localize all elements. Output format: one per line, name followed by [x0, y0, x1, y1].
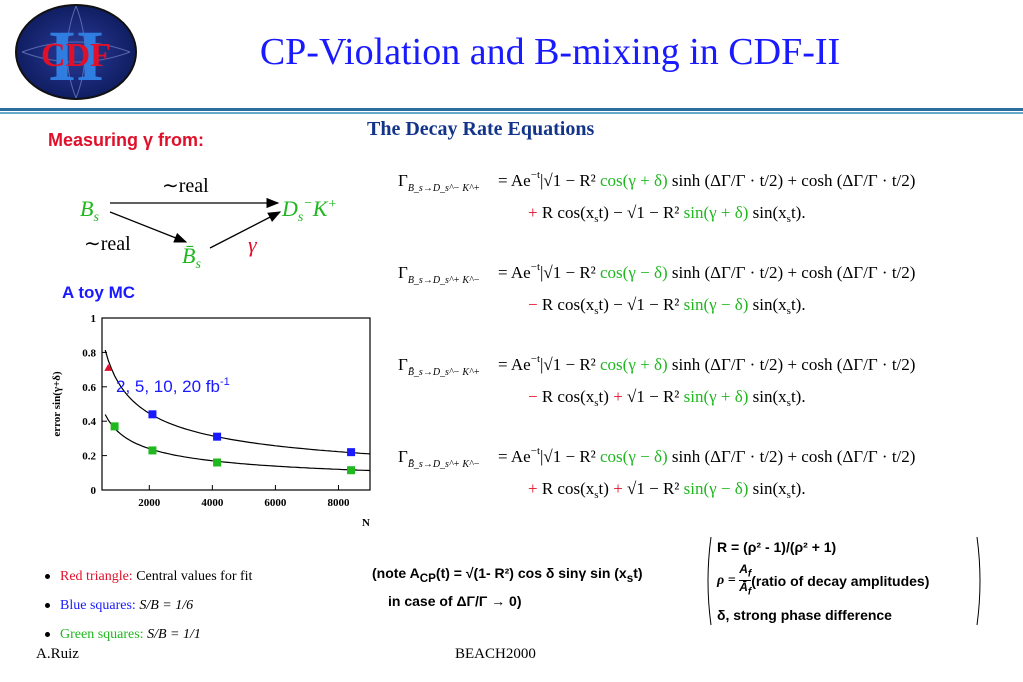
svg-text:ΓB̄_s→D_s^− K^+: ΓB̄_s→D_s^− K^+ — [398, 355, 480, 378]
x-tick-label: 8000 — [327, 497, 350, 509]
svg-text:− R cos(xst) − √1 − R² sin(γ −: − R cos(xst) − √1 − R² sin(γ − δ) sin(xs… — [528, 295, 806, 317]
x-axis-label: N — [362, 517, 370, 529]
data-point-square — [213, 458, 222, 467]
y-tick-label: 0.4 — [82, 416, 96, 428]
svg-text:ΓB̄_s→D_s^+ K^−: ΓB̄_s→D_s^+ K^− — [398, 447, 480, 470]
svg-text:+ R cos(xst) − √1 − R² sin(γ +: + R cos(xst) − √1 − R² sin(γ + δ) sin(xs… — [528, 203, 806, 225]
equation-4: ΓB̄_s→D_s^+ K^− = Ae−t|√1 − R² cos(γ − δ… — [398, 445, 915, 501]
x-tick-label: 2000 — [138, 497, 161, 509]
svg-text:− R cos(xst) + √1 − R² sin(γ +: − R cos(xst) + √1 − R² sin(γ + δ) sin(xs… — [528, 387, 806, 409]
data-point-square — [213, 432, 222, 441]
plot-frame — [101, 317, 371, 491]
y-tick-label: 0.8 — [82, 347, 96, 359]
header-divider — [0, 103, 1023, 114]
footer-event: BEACH2000 — [455, 646, 536, 662]
measuring-label: Measuring γ from: — [48, 130, 205, 150]
page-title: CP-Violation and B-mixing in CDF-II — [259, 31, 841, 73]
svg-text:∼real: ∼real — [162, 175, 209, 197]
svg-text:Ds−K+: Ds−K+ — [281, 196, 337, 225]
decay-diagram: Bs Ds−K+ B̄s ∼real ∼real γ — [70, 168, 370, 278]
data-point-triangle — [104, 363, 113, 371]
data-point-square — [347, 466, 356, 475]
svg-text:∼real: ∼real — [84, 233, 131, 255]
footer-author: A.Ruiz — [36, 646, 79, 662]
cdf-logo: II CDF — [14, 2, 138, 102]
x-tick-label: 6000 — [264, 497, 287, 509]
decay-equations: ΓB_s→D_s^− K^+ = Ae−t|√1 − R² cos(γ + δ)… — [370, 150, 1010, 520]
y-axis-label: error sin(γ+δ) — [51, 371, 63, 437]
data-point-square — [110, 422, 119, 431]
equation-2: ΓB_s→D_s^+ K^− = Ae−t|√1 − R² cos(γ − δ)… — [398, 261, 915, 317]
svg-text:ΓB_s→D_s^+ K^−: ΓB_s→D_s^+ K^− — [398, 263, 480, 286]
r-definition-box: R = (ρ² - 1)/(ρ² + 1) ρ = Af Āf (ratio of… — [705, 535, 985, 627]
svg-text:+ R cos(xst) + √1 − R² sin(γ −: + R cos(xst) + √1 − R² sin(γ − δ) sin(xs… — [528, 479, 806, 501]
y-tick-label: 0 — [91, 485, 97, 497]
equation-3: ΓB̄_s→D_s^− K^+ = Ae−t|√1 − R² cos(γ + δ… — [398, 353, 915, 409]
x-tick-label: 4000 — [201, 497, 224, 509]
svg-text:CDF: CDF — [41, 37, 111, 74]
data-point-square — [148, 410, 157, 419]
svg-text:ΓB_s→D_s^− K^+: ΓB_s→D_s^− K^+ — [398, 171, 480, 194]
svg-text:II: II — [48, 16, 104, 96]
y-tick-label: 0.6 — [82, 382, 96, 394]
fit-curve-green — [104, 414, 371, 472]
fit-curve-blue — [104, 349, 371, 455]
svg-text:= Ae−t|√1 − R² cos(γ + δ) sin: = Ae−t|√1 − R² cos(γ + δ) sinh (ΔΓ/Γ · t… — [498, 353, 915, 374]
y-tick-label: 0.2 — [82, 451, 96, 463]
svg-text:Bs: Bs — [80, 196, 99, 225]
svg-text:γ: γ — [248, 232, 258, 257]
data-point-square — [148, 446, 157, 455]
svg-text:= Ae−t|√1 − R² cos(γ + δ) sin: = Ae−t|√1 − R² cos(γ + δ) sinh (ΔΓ/Γ · t… — [498, 169, 915, 190]
bullet-blue: Blue squares: S/B = 1/6 — [45, 591, 252, 620]
luminosity-annotation: 2, 5, 10, 20 fb-1 — [116, 376, 230, 396]
svg-text:= Ae−t|√1 − R² cos(γ − δ) sin: = Ae−t|√1 − R² cos(γ − δ) sinh (ΔΓ/Γ · t… — [498, 261, 915, 282]
decay-rate-title: The Decay Rate Equations — [367, 118, 595, 140]
svg-text:= Ae−t|√1 − R² cos(γ − δ) sin: = Ae−t|√1 − R² cos(γ − δ) sinh (ΔΓ/Γ · t… — [498, 445, 915, 466]
acp-note: (note ACP(t) = √(1- R²) cos δ sinγ sin (… — [372, 565, 643, 609]
y-tick-label: 1 — [91, 313, 97, 325]
toy-mc-label: A toy MC — [62, 283, 136, 302]
bullet-red: Red triangle: Central values for fit — [45, 562, 252, 591]
legend-bullets: Red triangle: Central values for fit Blu… — [45, 562, 252, 649]
equation-1: ΓB_s→D_s^− K^+ = Ae−t|√1 − R² cos(γ + δ)… — [398, 169, 915, 225]
svg-text:B̄s: B̄s — [182, 243, 201, 272]
bullet-green: Green squares: S/B = 1/1 — [45, 620, 252, 649]
data-point-square — [347, 448, 356, 457]
